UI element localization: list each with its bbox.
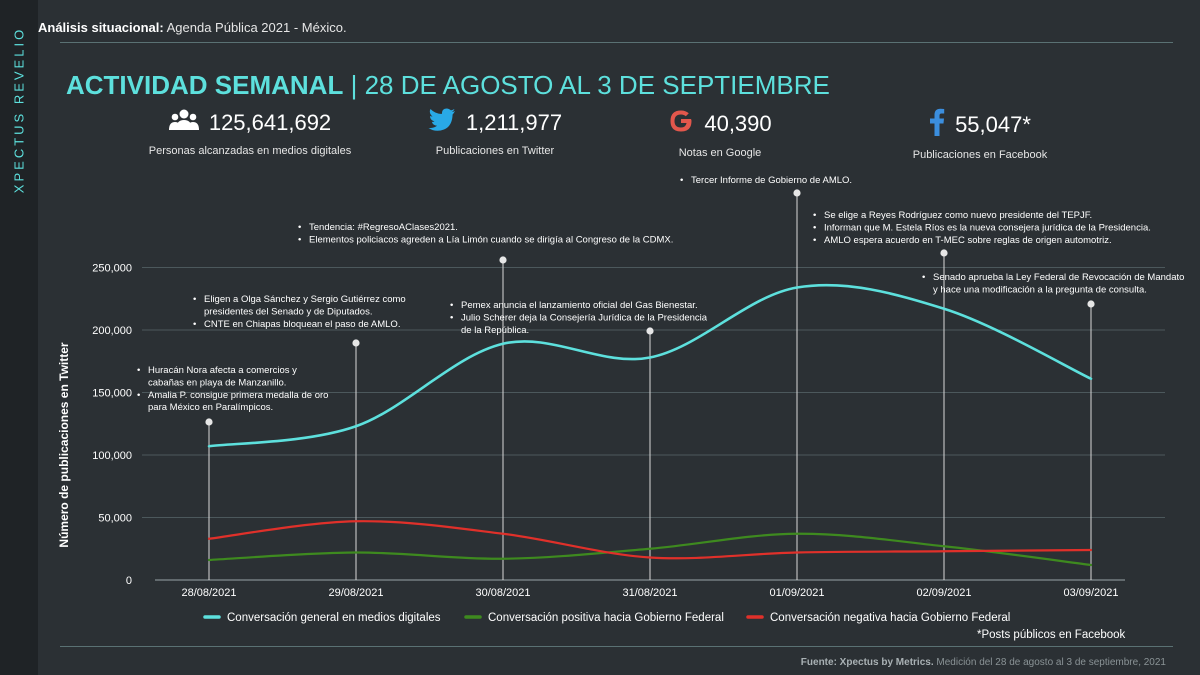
annotation-bullet: • xyxy=(450,300,453,311)
event-annotations: • Huracán Nora afecta a comercios ycabaña… xyxy=(137,175,1184,413)
series-negative-line xyxy=(207,520,1093,560)
annotation-pin-dot xyxy=(793,189,801,197)
annotation-text: cabañas en playa de Manzanillo. xyxy=(148,377,286,388)
stat-reach-value: 125,641,692 xyxy=(208,109,332,135)
x-tick-label: 02/09/2021 xyxy=(916,587,971,599)
stat-google-value: 40,390 xyxy=(704,110,772,136)
annotation-text: Informan que M. Estela Ríos es la nueva … xyxy=(824,222,1151,233)
annotation-text: Senado aprueba la Ley Federal de Revocac… xyxy=(933,272,1184,283)
chart-legend: Conversación general en medios digitales… xyxy=(203,612,1010,624)
stat-reach-label: Personas alcanzadas en medios digitales xyxy=(148,145,352,157)
annotation-text: Tercer Informe de Gobierno de AMLO. xyxy=(691,175,852,186)
annotation-text: Julio Scherer deja la Consejería Jurídic… xyxy=(461,312,708,323)
legend-label: Conversación positiva hacia Gobierno Fed… xyxy=(488,612,724,624)
stat-twitter-label: Publicaciones en Twitter xyxy=(435,145,555,157)
series-general-line xyxy=(207,283,1093,448)
facebook-footnote: *Posts públicos en Facebook xyxy=(977,629,1126,641)
annotation-bullet: • xyxy=(298,234,301,245)
annotation-text: Huracán Nora afecta a comercios y xyxy=(148,365,297,376)
annotation-text: de la República. xyxy=(461,325,529,336)
facebook-icon xyxy=(929,108,945,141)
annotation-text: Elementos policiacos agreden a Lía Limón… xyxy=(309,234,673,245)
annotation-bullet: • xyxy=(298,222,301,233)
annotation-pin-dot xyxy=(940,249,948,257)
legend-label: Conversación general en medios digitales xyxy=(227,612,441,624)
stat-facebook-value: 55,047* xyxy=(955,111,1031,137)
y-tick-label: 150,000 xyxy=(92,388,132,400)
annotation-pin-dot xyxy=(499,256,507,264)
y-tick-label: 100,000 xyxy=(92,450,132,462)
x-tick-label: 28/08/2021 xyxy=(181,587,236,599)
x-tick-labels: 28/08/2021 29/08/2021 30/08/2021 31/08/2021… xyxy=(181,587,1118,599)
annotation-text: Se elige a Reyes Rodríguez como nuevo pr… xyxy=(824,210,1092,221)
y-tick-labels: 0 50,000 100,000 150,000 200,000 250,000 xyxy=(92,263,132,588)
annotation-text: Pemex anuncia el lanzamiento oficial del… xyxy=(461,300,698,311)
annotation-bullet: • xyxy=(137,365,140,376)
annotation-bullet: • xyxy=(137,390,140,401)
annotation-text: Amalia P. consigue primera medalla de or… xyxy=(148,390,328,401)
annotation-pin-dot xyxy=(205,418,213,426)
annotation-bullet: • xyxy=(813,222,816,233)
title-range: 28 DE AGOSTO AL 3 DE SEPTIEMBRE xyxy=(364,70,830,100)
x-tick-label: 29/08/2021 xyxy=(328,587,383,599)
x-tick-label: 31/08/2021 xyxy=(622,587,677,599)
annotation-pin-dot xyxy=(1087,300,1095,308)
annotation-text: presidentes del Senado y de Diputados. xyxy=(204,306,372,317)
series-lines xyxy=(207,283,1093,567)
people-icon xyxy=(168,108,199,137)
annotation-bullet: • xyxy=(813,210,816,221)
annotation-bullet: • xyxy=(450,312,453,323)
annotation-text: Eligen a Olga Sánchez y Sergio Gutiérrez… xyxy=(204,294,406,305)
stat-google-label: Notas en Google xyxy=(678,147,762,159)
stat-twitter-value: 1,211,977 xyxy=(465,109,563,135)
source-label: Fuente: Xpectus by Metrics. xyxy=(800,657,934,668)
annotation-pin-dot xyxy=(646,327,654,335)
x-tick-label: 01/09/2021 xyxy=(769,587,824,599)
stat-reach: 125,641,692 Personas alcanzadas en medio… xyxy=(135,108,365,157)
stat-facebook-label: Publicaciones en Facebook xyxy=(912,149,1048,161)
stat-twitter: 1,211,977 Publicaciones en Twitter xyxy=(405,108,585,157)
title-main: ACTIVIDAD SEMANAL xyxy=(66,70,344,100)
annotation-text: CNTE en Chiapas bloquean el paso de AMLO… xyxy=(204,319,400,330)
y-tick-label: 250,000 xyxy=(92,263,132,275)
annotation-bullet: • xyxy=(922,272,925,283)
header-line: Análisis situacional: Agenda Pública 202… xyxy=(38,20,347,35)
series-positive-line xyxy=(207,532,1093,567)
annotation-pin-dot xyxy=(352,339,360,347)
annotation-bullet: • xyxy=(813,235,816,246)
title-separator: | xyxy=(350,70,358,100)
twitter-icon xyxy=(428,108,456,137)
annotation-text: y hace una modificación a la pregunta de… xyxy=(933,284,1147,295)
annotation-bullet: • xyxy=(680,175,683,186)
y-axis-label: Número de publicaciones en Twitter xyxy=(57,342,71,547)
source-text: Medición del 28 de agosto al 3 de septie… xyxy=(936,657,1166,668)
bottom-divider xyxy=(60,646,1173,647)
page-title: ACTIVIDAD SEMANAL | 28 DE AGOSTO AL 3 DE… xyxy=(66,70,830,101)
y-tick-label: 50,000 xyxy=(98,513,132,525)
y-tick-label: 200,000 xyxy=(92,325,132,337)
header-text: Agenda Pública 2021 - México. xyxy=(166,20,347,35)
top-divider xyxy=(60,42,1173,43)
header-label: Análisis situacional: xyxy=(38,20,164,35)
legend-label: Conversación negativa hacia Gobierno Fed… xyxy=(770,612,1010,624)
y-tick-label: 0 xyxy=(126,575,132,587)
google-icon xyxy=(668,108,694,139)
annotation-text: para México en Paralímpicos. xyxy=(148,402,273,413)
x-tick-label: 30/08/2021 xyxy=(475,587,530,599)
annotation-bullet: • xyxy=(193,294,196,305)
stat-facebook: 55,047* Publicaciones en Facebook xyxy=(895,108,1065,161)
source-footer: Fuente: Xpectus by Metrics. Medición del… xyxy=(801,657,1166,668)
annotation-text: AMLO espera acuerdo en T-MEC sobre regla… xyxy=(824,235,1112,246)
x-tick-label: 03/09/2021 xyxy=(1063,587,1118,599)
sidebar-strip: XPECTUS REVELIO xyxy=(0,0,38,675)
annotation-text: Tendencia: #RegresoAClases2021. xyxy=(309,222,458,233)
annotation-bullet: • xyxy=(193,319,196,330)
stat-google: 40,390 Notas en Google xyxy=(630,108,810,159)
